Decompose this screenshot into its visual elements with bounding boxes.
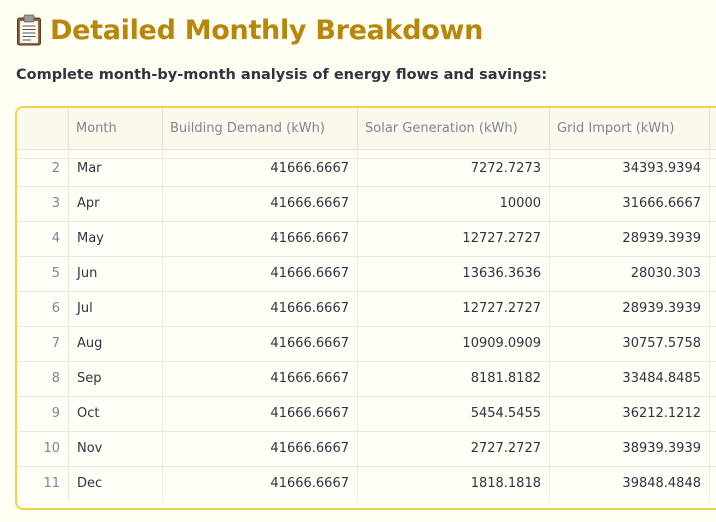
table-row[interactable]: 7 Aug 41666.6667 10909.0909 30757.5758: [17, 326, 716, 362]
grid-cell[interactable]: 30757.5758: [550, 326, 710, 361]
table-row[interactable]: 9 Oct 41666.6667 5454.5455 36212.1212: [17, 396, 716, 432]
row-index: 8: [17, 361, 69, 396]
month-cell[interactable]: Oct: [69, 396, 163, 431]
solar-cell[interactable]: 10909.0909: [358, 326, 550, 361]
demand-cell[interactable]: 41666.6667: [163, 256, 358, 291]
row-index: 2: [17, 151, 69, 186]
demand-cell[interactable]: 41666.6667: [163, 396, 358, 431]
overflow-cell: [710, 326, 716, 361]
overflow-cell: [710, 396, 716, 431]
overflow-cell: [710, 361, 716, 396]
page-title: Detailed Monthly Breakdown: [50, 14, 484, 46]
column-header-index[interactable]: [17, 108, 69, 149]
grid-cell[interactable]: 28939.3939: [550, 291, 710, 326]
row-index: 3: [17, 186, 69, 221]
grid-cell[interactable]: 28030.303: [550, 256, 710, 291]
demand-cell[interactable]: 41666.6667: [163, 361, 358, 396]
solar-cell[interactable]: 5454.5455: [358, 396, 550, 431]
demand-cell[interactable]: 41666.6667: [163, 431, 358, 466]
month-cell[interactable]: May: [69, 221, 163, 256]
grid-cell[interactable]: 36212.1212: [550, 396, 710, 431]
demand-cell[interactable]: 41666.6667: [163, 221, 358, 256]
grid-cell[interactable]: 38939.3939: [550, 431, 710, 466]
solar-cell[interactable]: 2727.2727: [358, 431, 550, 466]
row-index: 7: [17, 326, 69, 361]
overflow-cell: [710, 256, 716, 291]
row-index: 4: [17, 221, 69, 256]
overflow-cell: [710, 186, 716, 221]
table-row[interactable]: 11 Dec 41666.6667 1818.1818 39848.4848: [17, 466, 716, 501]
page-header: Detailed Monthly Breakdown: [16, 14, 483, 46]
demand-cell[interactable]: 41666.6667: [163, 466, 358, 501]
demand-cell[interactable]: 41666.6667: [163, 291, 358, 326]
table-header: Month Building Demand (kWh) Solar Genera…: [17, 108, 716, 150]
monthly-breakdown-table[interactable]: Month Building Demand (kWh) Solar Genera…: [15, 106, 716, 510]
page-subtitle: Complete month-by-month analysis of ener…: [16, 67, 548, 83]
solar-cell[interactable]: 13636.3636: [358, 256, 550, 291]
month-cell[interactable]: Jun: [69, 256, 163, 291]
month-cell[interactable]: Jul: [69, 291, 163, 326]
overflow-cell: [710, 291, 716, 326]
table-row[interactable]: 10 Nov 41666.6667 2727.2727 38939.3939: [17, 431, 716, 467]
grid-cell[interactable]: 31666.6667: [550, 186, 710, 221]
demand-cell[interactable]: 41666.6667: [163, 151, 358, 186]
table-row[interactable]: 4 May 41666.6667 12727.2727 28939.3939: [17, 221, 716, 257]
solar-cell[interactable]: 8181.8182: [358, 361, 550, 396]
demand-cell[interactable]: 41666.6667: [163, 326, 358, 361]
table-row[interactable]: 8 Sep 41666.6667 8181.8182 33484.8485: [17, 361, 716, 397]
month-cell[interactable]: Apr: [69, 186, 163, 221]
solar-cell[interactable]: 7272.7273: [358, 151, 550, 186]
month-cell[interactable]: Aug: [69, 326, 163, 361]
clipboard-icon: [16, 14, 42, 46]
month-cell[interactable]: Dec: [69, 466, 163, 501]
overflow-cell: [710, 431, 716, 466]
demand-cell[interactable]: 41666.6667: [163, 186, 358, 221]
table-row[interactable]: 6 Jul 41666.6667 12727.2727 28939.3939: [17, 291, 716, 327]
month-cell[interactable]: Nov: [69, 431, 163, 466]
row-index: 10: [17, 431, 69, 466]
month-cell[interactable]: Sep: [69, 361, 163, 396]
month-cell[interactable]: Mar: [69, 151, 163, 186]
overflow-cell: [710, 221, 716, 256]
column-header-grid-import[interactable]: Grid Import (kWh): [550, 108, 710, 149]
table-row[interactable]: 3 Apr 41666.6667 10000 31666.6667: [17, 186, 716, 222]
table-row[interactable]: 2 Mar 41666.6667 7272.7273 34393.9394: [17, 151, 716, 187]
solar-cell[interactable]: 1818.1818: [358, 466, 550, 501]
grid-cell[interactable]: 28939.3939: [550, 221, 710, 256]
table-row-partial: [17, 144, 716, 159]
solar-cell[interactable]: 12727.2727: [358, 291, 550, 326]
column-header-solar-generation[interactable]: Solar Generation (kWh): [358, 108, 550, 149]
overflow-cell: [710, 151, 716, 186]
grid-cell[interactable]: 33484.8485: [550, 361, 710, 396]
solar-cell[interactable]: 12727.2727: [358, 221, 550, 256]
row-index: 5: [17, 256, 69, 291]
column-header-overflow: [710, 108, 716, 149]
row-index: 11: [17, 466, 69, 501]
column-header-building-demand[interactable]: Building Demand (kWh): [163, 108, 358, 149]
table-row[interactable]: 5 Jun 41666.6667 13636.3636 28030.303: [17, 256, 716, 292]
overflow-cell: [710, 466, 716, 501]
row-index: 6: [17, 291, 69, 326]
column-header-month[interactable]: Month: [69, 108, 163, 149]
solar-cell[interactable]: 10000: [358, 186, 550, 221]
row-index: 9: [17, 396, 69, 431]
grid-cell[interactable]: 39848.4848: [550, 466, 710, 501]
grid-cell[interactable]: 34393.9394: [550, 151, 710, 186]
